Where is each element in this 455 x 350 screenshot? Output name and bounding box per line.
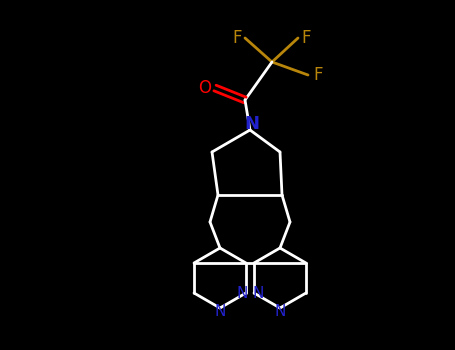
Text: N: N [274,304,286,320]
Text: N: N [236,286,248,301]
Text: F: F [301,29,311,47]
Text: N: N [214,304,226,320]
Text: O: O [198,79,212,97]
Text: N: N [253,286,264,301]
Text: F: F [313,66,323,84]
Text: N: N [244,115,259,133]
Text: F: F [232,29,242,47]
